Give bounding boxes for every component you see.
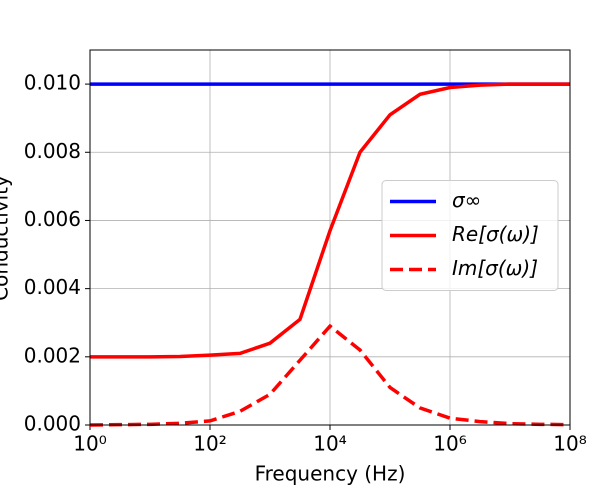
y-tick-label: 0.000 — [24, 412, 81, 436]
legend-label: Re[σ(ω)] — [452, 222, 539, 246]
x-tick-label: 10⁸ — [553, 432, 586, 456]
x-tick-label: 10⁴ — [313, 432, 346, 456]
y-tick-label: 0.006 — [24, 207, 81, 231]
y-tick-label: 0.008 — [24, 139, 81, 163]
y-tick-label: 0.004 — [24, 275, 81, 299]
y-tick-label: 0.002 — [24, 343, 81, 367]
x-tick-label: 10⁰ — [73, 432, 106, 456]
y-axis-label: Conductivity — [0, 175, 13, 301]
x-axis-label: Frequency (Hz) — [255, 462, 406, 486]
legend-label: σ∞ — [452, 188, 481, 212]
series-line — [90, 82, 570, 359]
legend-box — [381, 180, 559, 291]
legend-label: Im[σ(ω)] — [452, 256, 538, 280]
y-tick-label: 0.010 — [24, 71, 81, 95]
x-tick-label: 10² — [193, 432, 226, 456]
plot-frame — [89, 49, 571, 426]
x-tick-label: 10⁶ — [433, 432, 466, 456]
series-line — [89, 323, 571, 427]
